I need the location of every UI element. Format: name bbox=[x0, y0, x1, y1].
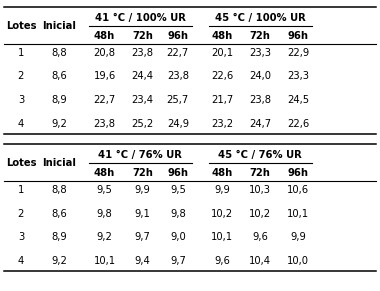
Text: 10,1: 10,1 bbox=[93, 256, 116, 266]
Text: 2: 2 bbox=[18, 209, 24, 219]
Text: 24,4: 24,4 bbox=[131, 72, 154, 81]
Text: 1: 1 bbox=[18, 185, 24, 195]
Text: 10,0: 10,0 bbox=[287, 256, 309, 266]
Text: 9,0: 9,0 bbox=[170, 233, 186, 242]
Text: 48h: 48h bbox=[94, 168, 115, 178]
Text: 96h: 96h bbox=[167, 31, 188, 41]
Text: 9,9: 9,9 bbox=[290, 233, 306, 242]
Text: 9,4: 9,4 bbox=[135, 256, 150, 266]
Text: 4: 4 bbox=[18, 119, 24, 129]
Text: 9,7: 9,7 bbox=[135, 233, 150, 242]
Text: 20,1: 20,1 bbox=[211, 48, 233, 58]
Text: Inicial: Inicial bbox=[42, 158, 76, 168]
Text: 96h: 96h bbox=[167, 168, 188, 178]
Text: 22,7: 22,7 bbox=[167, 48, 189, 58]
Text: 72h: 72h bbox=[132, 31, 153, 41]
Text: 4: 4 bbox=[18, 256, 24, 266]
Text: 24,0: 24,0 bbox=[249, 72, 271, 81]
Text: 8,6: 8,6 bbox=[51, 209, 67, 219]
Text: 48h: 48h bbox=[212, 168, 233, 178]
Text: 45 °C / 100% UR: 45 °C / 100% UR bbox=[215, 13, 306, 23]
Text: 22,6: 22,6 bbox=[211, 72, 233, 81]
Text: 41 °C / 100% UR: 41 °C / 100% UR bbox=[95, 13, 186, 23]
Text: 24,9: 24,9 bbox=[167, 119, 189, 129]
Text: 9,6: 9,6 bbox=[214, 256, 230, 266]
Text: 10,3: 10,3 bbox=[249, 185, 271, 195]
Text: 9,2: 9,2 bbox=[51, 256, 67, 266]
Text: 3: 3 bbox=[18, 95, 24, 105]
Text: 21,7: 21,7 bbox=[211, 95, 233, 105]
Text: 72h: 72h bbox=[132, 168, 153, 178]
Text: 10,1: 10,1 bbox=[287, 209, 309, 219]
Text: 22,6: 22,6 bbox=[287, 119, 309, 129]
Text: Lotes: Lotes bbox=[6, 21, 36, 31]
Text: 8,6: 8,6 bbox=[51, 72, 67, 81]
Text: 48h: 48h bbox=[94, 31, 115, 41]
Text: 9,5: 9,5 bbox=[170, 185, 186, 195]
Text: Lotes: Lotes bbox=[6, 158, 36, 168]
Text: 3: 3 bbox=[18, 233, 24, 242]
Text: 96h: 96h bbox=[288, 168, 309, 178]
Text: 25,2: 25,2 bbox=[131, 119, 154, 129]
Text: Inicial: Inicial bbox=[42, 21, 76, 31]
Text: 48h: 48h bbox=[212, 31, 233, 41]
Text: 10,2: 10,2 bbox=[211, 209, 233, 219]
Text: 9,7: 9,7 bbox=[170, 256, 186, 266]
Text: 45 °C / 76% UR: 45 °C / 76% UR bbox=[218, 150, 302, 160]
Text: 10,6: 10,6 bbox=[287, 185, 309, 195]
Text: 23,8: 23,8 bbox=[93, 119, 116, 129]
Text: 23,8: 23,8 bbox=[249, 95, 271, 105]
Text: 9,2: 9,2 bbox=[51, 119, 67, 129]
Text: 20,8: 20,8 bbox=[93, 48, 116, 58]
Text: 9,9: 9,9 bbox=[214, 185, 230, 195]
Text: 25,7: 25,7 bbox=[167, 95, 189, 105]
Text: 9,5: 9,5 bbox=[97, 185, 112, 195]
Text: 23,4: 23,4 bbox=[131, 95, 154, 105]
Text: 23,3: 23,3 bbox=[287, 72, 309, 81]
Text: 8,9: 8,9 bbox=[51, 233, 67, 242]
Text: 19,6: 19,6 bbox=[93, 72, 116, 81]
Text: 23,8: 23,8 bbox=[131, 48, 154, 58]
Text: 22,7: 22,7 bbox=[93, 95, 116, 105]
Text: 9,1: 9,1 bbox=[135, 209, 150, 219]
Text: 72h: 72h bbox=[250, 168, 271, 178]
Text: 23,3: 23,3 bbox=[249, 48, 271, 58]
Text: 10,2: 10,2 bbox=[249, 209, 271, 219]
Text: 22,9: 22,9 bbox=[287, 48, 309, 58]
Text: 72h: 72h bbox=[250, 31, 271, 41]
Text: 96h: 96h bbox=[288, 31, 309, 41]
Text: 23,2: 23,2 bbox=[211, 119, 233, 129]
Text: 8,9: 8,9 bbox=[51, 95, 67, 105]
Text: 1: 1 bbox=[18, 48, 24, 58]
Text: 9,9: 9,9 bbox=[135, 185, 150, 195]
Text: 23,8: 23,8 bbox=[167, 72, 189, 81]
Text: 41 °C / 76% UR: 41 °C / 76% UR bbox=[98, 150, 182, 160]
Text: 10,4: 10,4 bbox=[249, 256, 271, 266]
Text: 2: 2 bbox=[18, 72, 24, 81]
Text: 9,2: 9,2 bbox=[97, 233, 112, 242]
Text: 24,5: 24,5 bbox=[287, 95, 309, 105]
Text: 9,8: 9,8 bbox=[97, 209, 112, 219]
Text: 8,8: 8,8 bbox=[51, 185, 67, 195]
Text: 9,8: 9,8 bbox=[170, 209, 186, 219]
Text: 24,7: 24,7 bbox=[249, 119, 271, 129]
Text: 10,1: 10,1 bbox=[211, 233, 233, 242]
Text: 9,6: 9,6 bbox=[252, 233, 268, 242]
Text: 8,8: 8,8 bbox=[51, 48, 67, 58]
